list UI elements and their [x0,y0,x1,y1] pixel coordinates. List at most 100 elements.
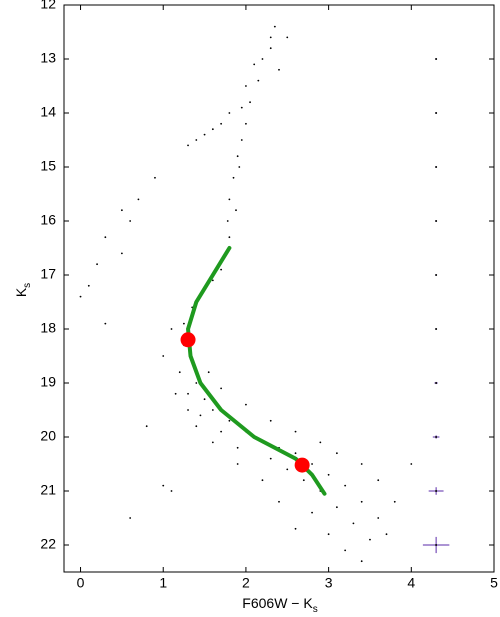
fiducial-line [186,246,327,496]
star-point [253,63,256,66]
error-bar-point [435,166,438,168]
y-tick-label: 14 [40,104,56,120]
star-point [360,560,363,563]
star-point [335,506,338,509]
star-point [410,463,413,465]
star-point [273,25,276,28]
star-point [369,538,371,541]
star-point [228,419,231,422]
star-point [286,468,289,471]
star-point [352,522,355,525]
star-point [311,511,313,514]
star-point [240,106,243,109]
x-tick-label: 2 [242,575,250,591]
star-point [360,463,363,465]
x-tick-label: 5 [490,575,498,591]
star-point [294,430,297,433]
x-tick-label: 4 [407,575,415,591]
x-tick-label: 3 [325,575,333,591]
star-point [238,166,241,168]
star-point [220,268,223,271]
error-bar-point [435,436,438,438]
star-point [87,284,90,287]
star-point [195,139,198,141]
star-point [129,517,132,519]
star-point [327,473,330,476]
star-point [211,128,214,131]
x-tick-label: 0 [77,575,85,591]
star-point [187,409,189,411]
error-bar-point [435,220,438,222]
star-point [269,47,272,50]
reference-point [294,457,310,473]
star-point [154,176,156,179]
star-point [377,517,380,519]
star-point [269,457,272,460]
star-point [235,209,237,212]
star-point [257,79,260,82]
reference-point [180,332,196,348]
star-point [385,533,388,536]
star-point [226,220,229,222]
star-point [344,484,347,487]
star-point [162,484,165,487]
plot-frame [63,4,495,573]
error-bar-point [435,112,438,114]
star-point [327,533,330,536]
star-point [162,355,165,357]
y-tick-label: 16 [40,212,56,228]
y-label-text: K [13,287,29,297]
x-axis-label: F606W − Ks [242,595,317,615]
star-point [104,322,107,325]
star-point [311,463,313,465]
star-point [195,382,198,384]
x-label-sub: s [313,604,318,615]
y-tick-label: 12 [40,0,56,12]
star-point [207,371,210,374]
y-tick-label: 13 [40,50,56,66]
star-point [261,479,264,482]
star-point [220,387,223,390]
y-tick-label: 22 [40,536,56,552]
star-point [360,500,363,503]
star-point [249,101,251,104]
star-point [245,122,247,125]
star-point [170,490,173,492]
star-point [344,549,347,552]
y-axis-label: Ks [13,283,33,297]
star-point [195,425,198,428]
error-bar-point [435,274,438,276]
star-point [203,398,206,401]
star-point [183,322,185,325]
star-point [79,295,82,298]
star-point [137,198,140,201]
star-point [377,479,380,482]
error-bar-point [435,490,438,492]
star-point [104,236,107,239]
y-tick-label: 17 [40,266,56,282]
star-point [228,198,231,201]
y-label-sub: s [22,283,33,288]
y-tick-label: 18 [40,320,56,336]
star-point [228,112,231,114]
x-tick-label: 1 [159,575,167,591]
star-point [220,430,223,433]
star-point [120,252,123,255]
star-point [261,58,264,60]
star-point [278,68,280,71]
star-point [228,236,231,239]
star-point [211,441,214,444]
error-bar-point [435,58,438,60]
star-point [294,527,297,530]
star-point [245,85,247,87]
star-point [245,403,247,406]
error-bar-point [435,382,438,384]
star-point [174,392,177,395]
y-tick-label: 20 [40,428,56,444]
star-point [120,209,123,212]
error-bar-point [435,328,438,330]
star-point [203,133,206,136]
star-point [335,452,338,455]
